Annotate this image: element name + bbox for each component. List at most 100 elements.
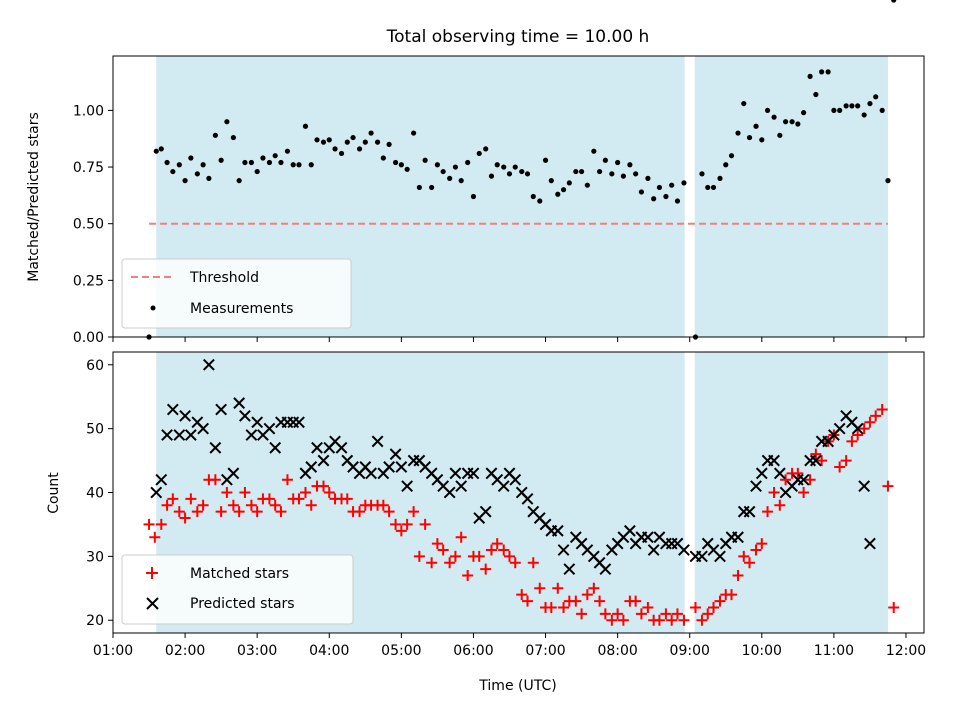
matched-star-point [485, 544, 497, 556]
matched-star-point [155, 518, 167, 530]
matched-star-point [552, 582, 564, 594]
predicted-star-point [809, 454, 822, 467]
predicted-star-point [371, 435, 384, 448]
matched-star-point [738, 550, 750, 562]
predicted-star-point [335, 441, 348, 454]
measurement-point [681, 180, 687, 186]
measurement-point [825, 69, 831, 75]
predicted-star-point [215, 403, 228, 416]
measurement-point [236, 178, 242, 184]
measurement-point [290, 162, 296, 168]
ratio-panel: 0.00 0.25 0.50 0.75 1.00 Matched/Predicted s… [26, 0, 925, 346]
predicted-star-point [599, 563, 612, 576]
matched-star-point [383, 506, 395, 518]
top-y-axis-label: Matched/Predicted stars [26, 112, 42, 282]
measurement-point [476, 150, 482, 157]
measurement-point [705, 184, 711, 191]
matched-star-point [570, 595, 582, 607]
predicted-star-point [263, 422, 276, 435]
matched-star-point [516, 589, 528, 601]
top-legend: Threshold Measurements [121, 258, 352, 329]
measurement-point [837, 107, 843, 113]
matched-star-point [780, 474, 792, 486]
matched-star-point [642, 601, 654, 613]
measurement-point [158, 146, 164, 152]
measurement-point [314, 137, 320, 143]
measurement-point [819, 69, 825, 75]
matched-star-point [714, 595, 726, 607]
measurement-point [735, 130, 741, 136]
matched-star-point [227, 499, 239, 511]
matched-star-point [149, 531, 161, 543]
matched-star-point [594, 595, 606, 607]
measurement-point [620, 173, 626, 179]
chart-title: Total observing time = 10.00 h [386, 27, 650, 47]
measurement-point [789, 119, 795, 125]
legend-matched-label: Matched stars [190, 566, 289, 582]
matched-star-point [323, 487, 335, 498]
measurement-point [194, 171, 200, 177]
x-tick-label: 04:00 [309, 643, 349, 659]
measurement-point [512, 164, 518, 170]
matched-star-point [870, 410, 882, 422]
matched-star-point [756, 538, 768, 550]
predicted-star-point [209, 441, 222, 454]
predicted-star-point [269, 441, 282, 454]
matched-star-point [185, 493, 197, 505]
measurement-point [296, 162, 302, 168]
predicted-star-point [768, 454, 780, 467]
matched-star-point [509, 557, 521, 569]
measurement-point [855, 103, 861, 109]
predicted-star-point [467, 467, 480, 480]
legend-predicted-swatch [146, 597, 159, 610]
measurement-point [392, 159, 399, 166]
measurement-point [302, 123, 309, 129]
predicted-star-point [293, 416, 305, 429]
matched-star-point [804, 474, 816, 486]
measurement-point [813, 91, 819, 98]
predicted-star-point [797, 473, 810, 486]
bottom-legend: Matched stars Predicted stars [121, 554, 354, 625]
bottom-legend-box [121, 554, 354, 625]
measurement-point [537, 198, 543, 204]
matched-star-point [413, 550, 425, 562]
measurement-point [782, 119, 789, 125]
matched-star-point [653, 614, 665, 626]
measurement-point [242, 159, 248, 166]
x-axis-label: Time (UTC) [478, 678, 556, 694]
measurement-point [182, 178, 188, 184]
measurement-point [602, 157, 608, 163]
predicted-star-point [184, 429, 197, 441]
measurement-point [488, 173, 495, 179]
matched-star-point [299, 487, 311, 498]
predicted-star-point [521, 492, 534, 505]
measurement-point [374, 139, 381, 145]
measurement-point [651, 196, 657, 202]
matched-star-point [281, 474, 293, 486]
predicted-star-point [864, 537, 876, 550]
measurement-point [176, 162, 182, 168]
measurement-point [254, 168, 260, 175]
y-tick-label: 30 [86, 549, 104, 565]
matched-star-point [191, 506, 203, 518]
measurement-point [465, 159, 471, 166]
measurement-point [710, 184, 717, 191]
measurement-point [759, 137, 765, 143]
x-tick-label: 12:00 [886, 643, 926, 659]
matched-star-point [401, 518, 413, 530]
measurement-point [447, 175, 453, 181]
measurement-point [638, 189, 645, 195]
matched-star-point [666, 614, 678, 626]
x-tick-label: 09:00 [670, 643, 710, 659]
predicted-star-point [383, 461, 396, 473]
matched-star-point [816, 455, 828, 467]
top-y-ticks: 0.00 0.25 0.50 0.75 1.00 [73, 103, 113, 346]
matched-star-point [354, 506, 366, 518]
measurement-point [861, 112, 867, 118]
bottom-y-ticks: 20 30 40 50 60 [86, 358, 113, 629]
measurement-point [230, 134, 236, 141]
count-panel: 01:00 02:00 03:00 04:00 05:00 06:00 07:00 08:00… [46, 352, 926, 694]
matched-star-point [798, 487, 810, 498]
matched-star-point [245, 499, 257, 511]
measurement-point [260, 155, 266, 161]
